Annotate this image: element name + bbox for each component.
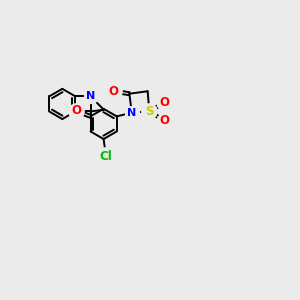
Text: O: O	[160, 96, 170, 109]
Text: Cl: Cl	[100, 150, 112, 163]
Text: O: O	[109, 85, 118, 98]
Text: O: O	[71, 104, 81, 118]
Text: N: N	[86, 92, 95, 101]
Text: N: N	[127, 108, 136, 118]
Text: S: S	[145, 105, 154, 118]
Text: O: O	[160, 114, 170, 127]
